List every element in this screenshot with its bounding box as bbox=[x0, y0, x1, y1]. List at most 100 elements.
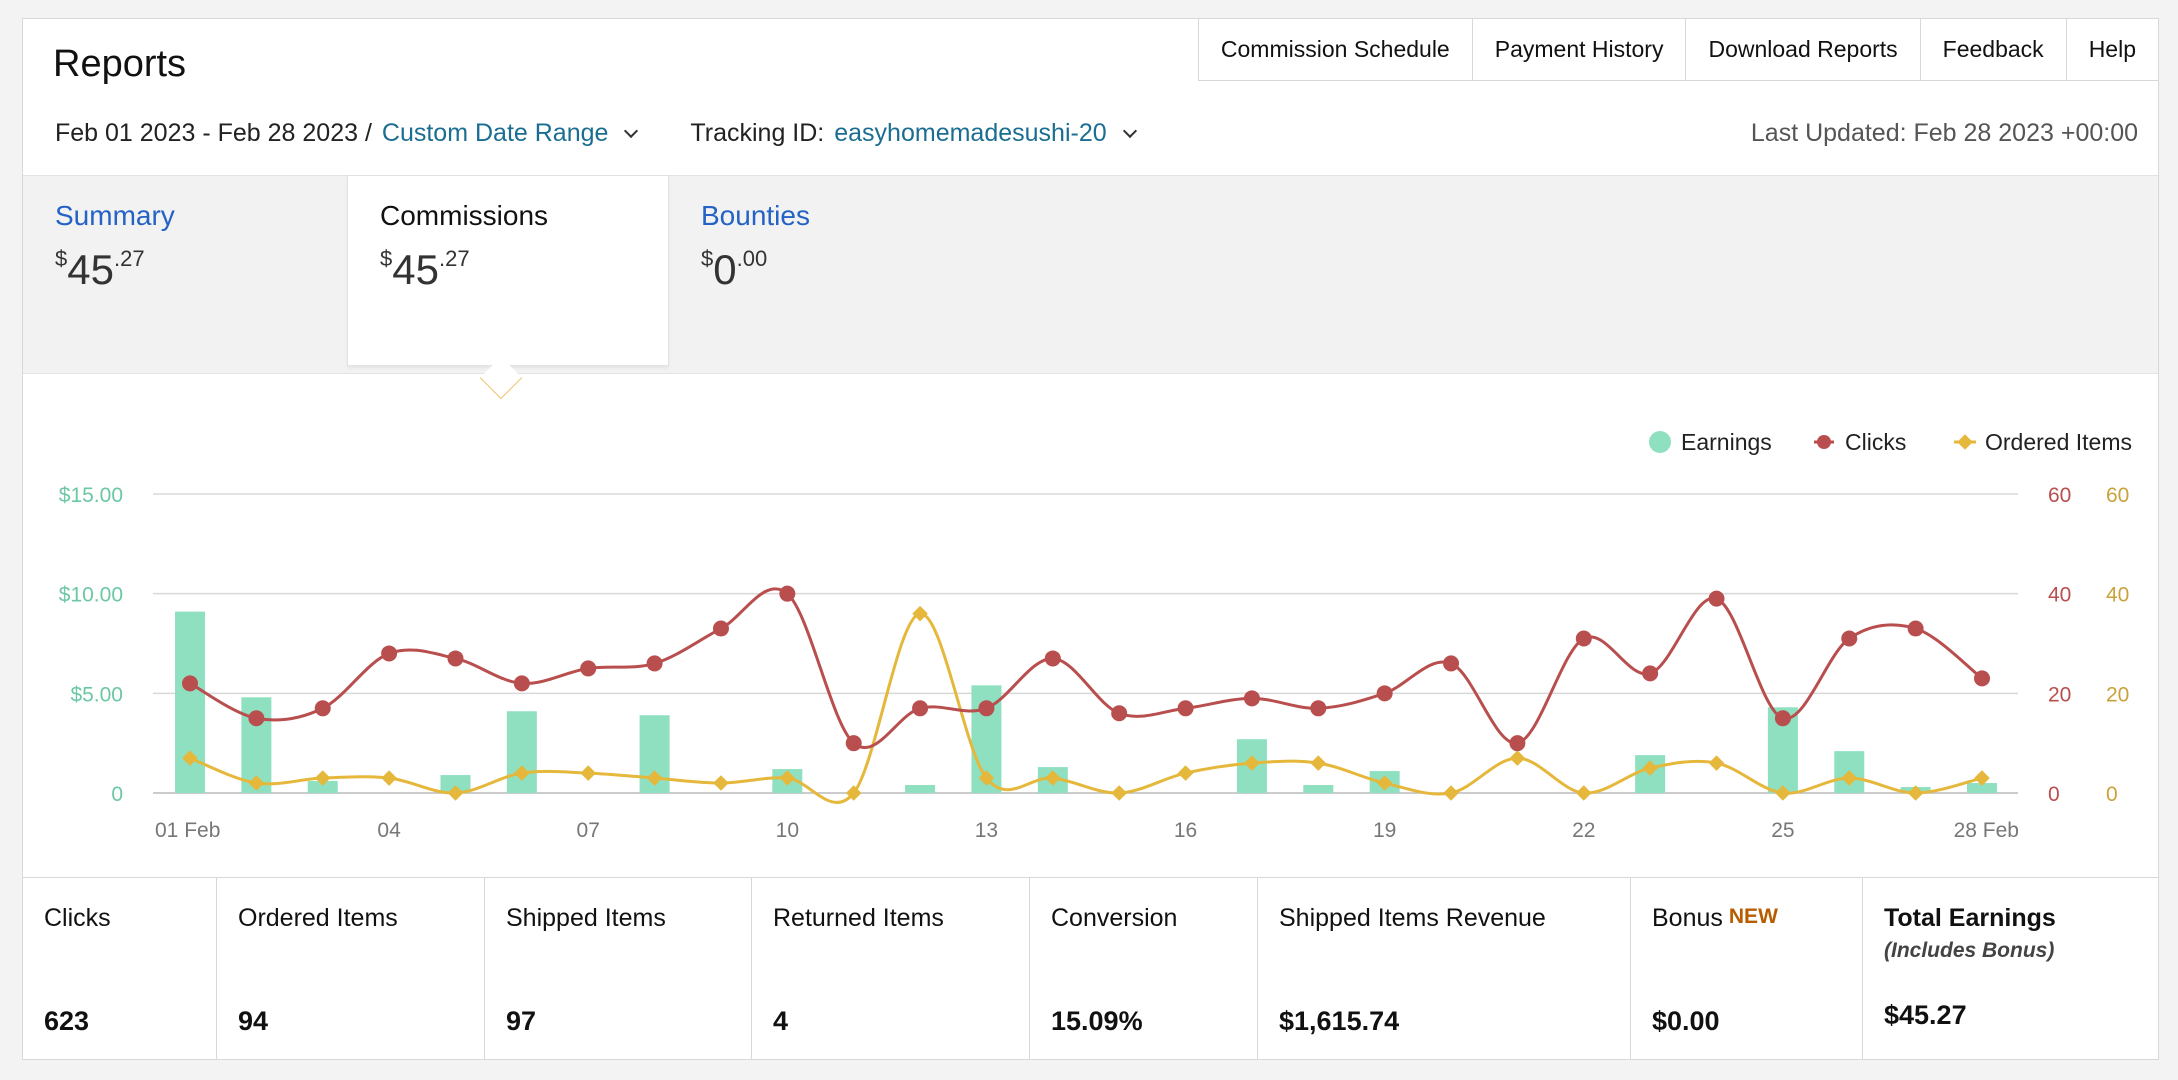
clicks-point bbox=[1575, 630, 1592, 647]
clicks-point bbox=[978, 700, 995, 717]
clicks-point bbox=[779, 585, 796, 602]
stat-label: Total Earnings bbox=[1884, 904, 2056, 932]
chevron-down-icon[interactable] bbox=[624, 123, 639, 138]
clicks-point bbox=[912, 700, 929, 717]
chevron-down-icon[interactable] bbox=[1122, 123, 1137, 138]
clicks-point bbox=[513, 675, 530, 692]
stat-label: Ordered Items bbox=[238, 904, 398, 932]
currency-symbol: $ bbox=[55, 246, 68, 271]
stat-ordered-items: Ordered Items 94 bbox=[217, 878, 485, 1059]
stat-returned-items: Returned Items 4 bbox=[752, 878, 1030, 1059]
x-tick-label: 25 bbox=[1771, 819, 1794, 842]
reports-panel: Reports Commission Schedule Payment Hist… bbox=[22, 18, 2159, 1060]
x-tick-label: 22 bbox=[1572, 819, 1595, 842]
ordered-items-point bbox=[1177, 765, 1194, 781]
tab-bounties[interactable]: Bounties $0.00 bbox=[669, 176, 989, 375]
ordered-items-point bbox=[1775, 785, 1791, 801]
ordered-items-point bbox=[1443, 785, 1459, 801]
stat-value: 94 bbox=[238, 1006, 269, 1036]
stats-bar: Clicks 623 Ordered Items 94 Shipped Item… bbox=[23, 877, 2158, 1059]
clicks-point bbox=[1841, 630, 1858, 647]
report-tabs: Summary $45.27 Commissions $45.27 Bounti… bbox=[23, 175, 2158, 374]
ordered-items-point bbox=[1575, 785, 1592, 801]
ordered-items-point bbox=[381, 770, 397, 786]
y-left-tick-label: $15.00 bbox=[59, 484, 123, 507]
x-tick-label: 13 bbox=[975, 819, 998, 842]
y-right-clicks-tick-label: 60 bbox=[2048, 484, 2071, 507]
ordered-items-point bbox=[580, 765, 597, 781]
y-left-tick-label: $10.00 bbox=[59, 584, 123, 607]
earnings-bar bbox=[440, 775, 471, 793]
tab-commissions-amount: $45.27 bbox=[380, 246, 636, 294]
amount-cents: .00 bbox=[736, 246, 768, 271]
chart-legend: Earnings Clicks Ordered Items bbox=[1649, 429, 2132, 455]
download-reports-link[interactable]: Download Reports bbox=[1685, 18, 1921, 81]
clicks-point bbox=[1243, 690, 1260, 707]
amount-cents: .27 bbox=[113, 246, 145, 271]
payment-history-link[interactable]: Payment History bbox=[1471, 18, 1687, 81]
ordered-items-point bbox=[1310, 755, 1327, 771]
earnings-bar bbox=[905, 785, 936, 793]
ordered-items-line bbox=[189, 612, 1983, 804]
date-range-dropdown[interactable]: Custom Date Range bbox=[381, 119, 609, 147]
stat-sublabel: (Includes Bonus) bbox=[1884, 939, 2055, 962]
ordered-items-point bbox=[1642, 760, 1658, 776]
clicks-point bbox=[580, 660, 597, 677]
bonus-label: Bonus bbox=[1652, 904, 1723, 932]
y-right-items-tick-label: 60 bbox=[2106, 484, 2129, 507]
clicks-point bbox=[1376, 685, 1393, 702]
stat-total-earnings: Total Earnings (Includes Bonus) $45.27 bbox=[1863, 878, 2158, 1059]
stat-shipped-items: Shipped Items 97 bbox=[485, 878, 752, 1059]
stat-value: $1,615.74 bbox=[1279, 1006, 1400, 1036]
tab-commissions[interactable]: Commissions $45.27 bbox=[347, 176, 669, 366]
x-tick-label: 28 Feb bbox=[1954, 819, 2019, 842]
x-tick-label: 10 bbox=[776, 819, 799, 842]
ordered-items-point bbox=[1841, 770, 1858, 786]
x-tick-label: 04 bbox=[377, 819, 401, 842]
y-left-tick-label: 0 bbox=[111, 783, 123, 806]
stat-label: Returned Items bbox=[773, 904, 944, 932]
ordered-items-point bbox=[1974, 770, 1990, 786]
x-tick-label: 16 bbox=[1174, 819, 1197, 842]
ordered-items-point bbox=[1244, 755, 1260, 771]
stat-label: Clicks bbox=[44, 904, 111, 932]
tracking-id-dropdown[interactable]: easyhomemadesushi-20 bbox=[834, 119, 1107, 147]
stat-label: Shipped Items Revenue bbox=[1279, 904, 1546, 932]
new-badge: NEW bbox=[1728, 905, 1778, 928]
clicks-point bbox=[845, 735, 862, 752]
feedback-link[interactable]: Feedback bbox=[1919, 18, 2067, 81]
stat-value: 15.09% bbox=[1051, 1006, 1143, 1036]
legend-earnings-label: Earnings bbox=[1681, 429, 1772, 455]
commissions-chart: $15.00 $10.00 $5.00 0 60 60 40 40 20 20 0 0 01 Feb 04… bbox=[59, 429, 2132, 842]
clicks-point bbox=[1708, 590, 1725, 607]
clicks-point bbox=[1044, 650, 1061, 667]
currency-symbol: $ bbox=[380, 246, 393, 271]
ordered-items-point bbox=[713, 775, 729, 791]
legend-clicks-label: Clicks bbox=[1845, 429, 1906, 455]
stat-value: 4 bbox=[773, 1006, 789, 1036]
ordered-items-point bbox=[182, 750, 198, 766]
tab-summary-label: Summary bbox=[55, 200, 175, 231]
clicks-point bbox=[447, 650, 464, 667]
clicks-point bbox=[712, 620, 729, 637]
help-link[interactable]: Help bbox=[2065, 18, 2159, 81]
x-tick-label: 07 bbox=[577, 819, 600, 842]
clicks-point bbox=[1310, 700, 1327, 717]
stat-label: Bonus NEW bbox=[1652, 904, 1841, 933]
earnings-bar bbox=[307, 781, 338, 793]
stat-label: Conversion bbox=[1051, 904, 1178, 932]
stat-value: 623 bbox=[44, 1006, 90, 1036]
legend-ordered-icon bbox=[1957, 434, 1973, 450]
legend-clicks-icon bbox=[1817, 435, 1831, 449]
tab-bounties-amount: $0.00 bbox=[701, 246, 957, 294]
top-links: Commission Schedule Payment History Down… bbox=[1197, 18, 2159, 81]
stat-clicks: Clicks 623 bbox=[23, 878, 217, 1059]
ordered-items-point bbox=[1045, 770, 1061, 786]
filter-bar: Feb 01 2023 - Feb 28 2023 / Custom Date … bbox=[55, 119, 1137, 148]
amount-cents: .27 bbox=[438, 246, 470, 271]
ordered-items-point bbox=[1111, 785, 1127, 801]
tab-summary[interactable]: Summary $45.27 bbox=[23, 176, 347, 375]
clicks-point bbox=[248, 710, 265, 727]
ordered-items-point bbox=[1509, 750, 1526, 766]
commission-schedule-link[interactable]: Commission Schedule bbox=[1197, 18, 1473, 81]
